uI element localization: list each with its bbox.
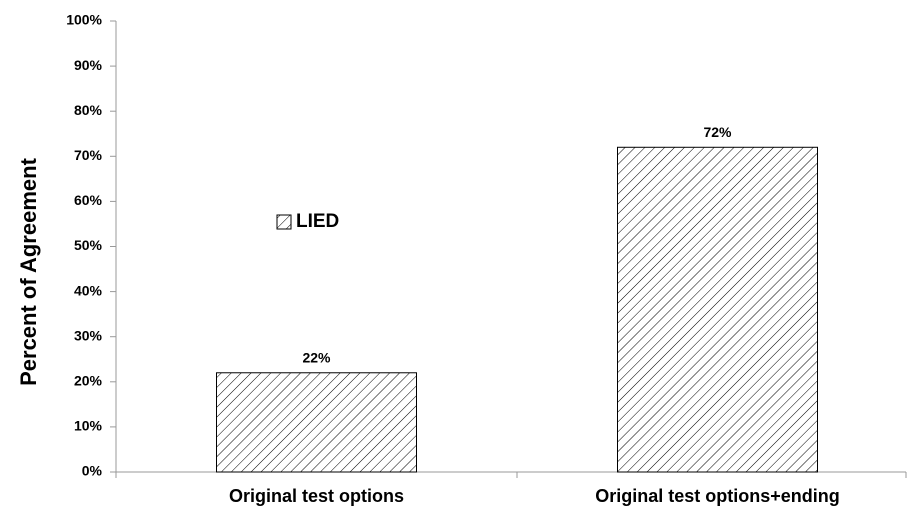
- y-tick-label: 90%: [74, 57, 103, 73]
- y-tick-label: 80%: [74, 102, 103, 118]
- y-tick-label: 40%: [74, 282, 103, 298]
- y-tick-label: 100%: [66, 12, 102, 28]
- bar: [617, 146, 818, 473]
- legend-swatch: [276, 214, 292, 230]
- data-label: 72%: [703, 124, 732, 140]
- y-tick-label: 30%: [74, 327, 103, 343]
- y-tick-label: 70%: [74, 147, 103, 163]
- y-tick-label: 50%: [74, 237, 103, 253]
- legend-label: LIED: [296, 211, 339, 232]
- x-tick-label: Original test options: [229, 486, 404, 506]
- y-axis-title: Percent of Agreement: [16, 157, 41, 385]
- y-tick-label: 60%: [74, 192, 103, 208]
- bar: [216, 372, 417, 473]
- y-tick-label: 10%: [74, 418, 103, 434]
- y-tick-label: 20%: [74, 373, 103, 389]
- x-tick-label: Original test options+ending: [595, 486, 840, 506]
- data-label: 22%: [302, 349, 331, 365]
- y-tick-label: 0%: [82, 463, 103, 479]
